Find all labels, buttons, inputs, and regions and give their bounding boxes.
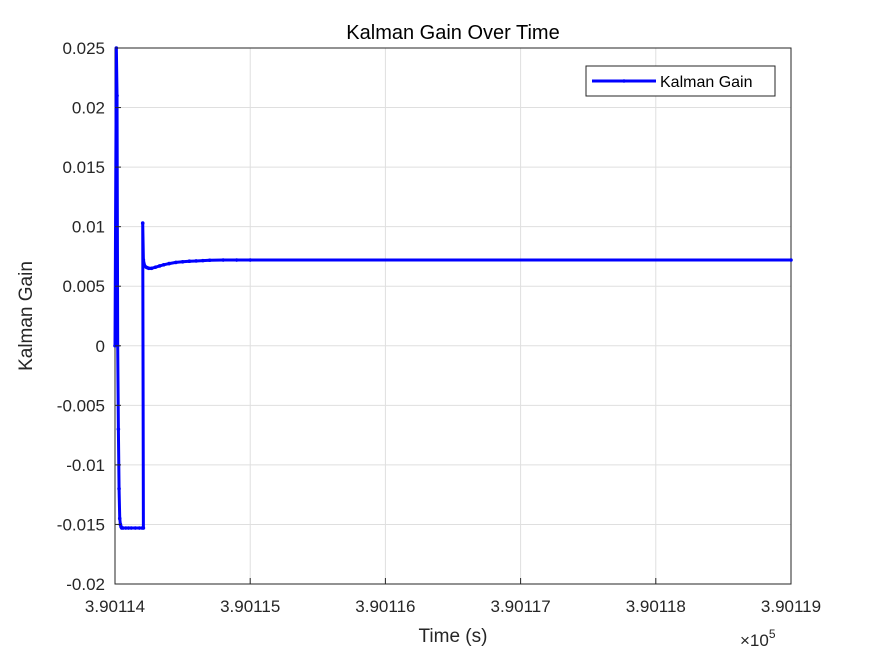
data-point [124, 526, 128, 530]
data-point [141, 258, 146, 262]
x-tick-label: 3.90115 [220, 597, 280, 616]
y-tick-label: 0.015 [62, 158, 105, 177]
x-tick-label: 3.90117 [490, 597, 550, 616]
data-point [180, 260, 185, 264]
data-point [194, 259, 198, 263]
x-tick-label: 3.90114 [85, 597, 145, 616]
data-point [126, 526, 131, 530]
chart-title: Kalman Gain Over Time [346, 22, 559, 44]
y-tick-label: 0.005 [62, 277, 105, 296]
x-exponent-power: 5 [769, 627, 776, 641]
y-tick-label: -0.01 [66, 456, 105, 475]
y-tick-label: 0.01 [72, 218, 105, 237]
data-point [221, 258, 225, 262]
data-point [161, 262, 166, 267]
legend: Kalman Gain [585, 65, 776, 97]
data-point [140, 221, 145, 225]
data-point [157, 264, 162, 268]
y-tick-label: 0.025 [62, 39, 105, 58]
data-point [207, 258, 212, 263]
x-exponent-base: ×10 [740, 631, 769, 650]
data-point [149, 266, 154, 271]
data-point [133, 526, 138, 530]
x-tick-label: 3.90119 [761, 597, 821, 616]
data-point [187, 259, 192, 264]
y-tick-label: -0.015 [57, 515, 105, 534]
tick-labels: 3.90114 3.90115 3.90116 3.90117 3.90118 3.901… [57, 39, 821, 616]
data-point [789, 258, 793, 262]
y-tick-label: 0.02 [72, 99, 105, 118]
data-point [117, 486, 121, 491]
data-point [147, 266, 151, 271]
y-tick-label: -0.005 [57, 396, 105, 415]
data-point [234, 258, 239, 262]
x-exponent-multiplier: ×105 [740, 627, 776, 650]
x-tick-label: 3.90118 [626, 597, 686, 616]
data-point [153, 265, 158, 269]
y-axis-label: Kalman Gain [16, 261, 37, 371]
data-point [116, 427, 121, 431]
legend-label: Kalman Gain [660, 74, 753, 91]
legend-marker [622, 79, 626, 83]
series-layer [113, 46, 793, 530]
y-tick-label: -0.02 [66, 575, 105, 594]
data-point [167, 261, 171, 266]
data-point [174, 260, 178, 265]
data-point [201, 258, 205, 263]
x-tick-label: 3.90116 [355, 597, 415, 616]
data-point [117, 516, 122, 521]
data-point [248, 258, 252, 262]
data-point [137, 526, 142, 530]
data-point [141, 526, 146, 530]
data-point [115, 93, 119, 98]
data-point [129, 526, 134, 530]
y-tick-label: 0 [96, 337, 105, 356]
data-point [121, 526, 125, 530]
x-axis-label: Time (s) [419, 626, 488, 647]
